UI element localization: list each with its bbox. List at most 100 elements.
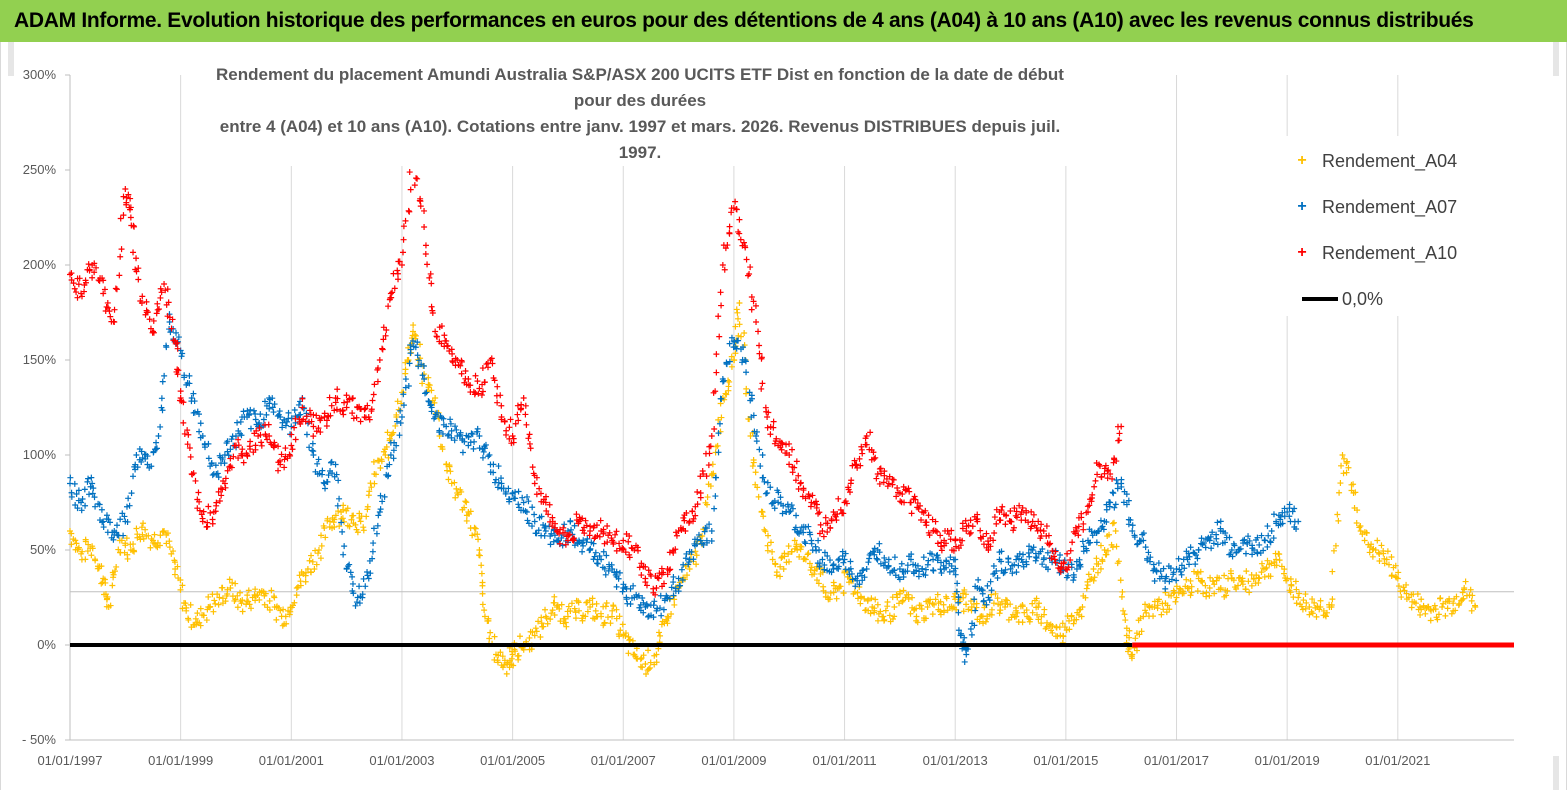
data-point [1287,576,1294,583]
data-point [759,380,766,387]
data-point [88,552,95,559]
data-point [978,586,985,593]
data-point [1283,577,1290,584]
data-point [235,436,242,443]
data-point [144,461,151,468]
data-point [425,398,432,405]
data-point [453,485,460,492]
data-point [1025,519,1032,526]
data-point [457,429,464,436]
data-point [348,516,355,523]
data-point [670,592,677,599]
data-point [693,561,700,568]
data-point [433,333,440,340]
data-point [278,613,285,620]
data-point [660,580,667,587]
data-point [299,404,306,411]
data-point [341,543,348,550]
data-point [671,601,678,608]
data-point [354,529,361,536]
data-point [445,431,452,438]
data-point [428,303,435,310]
data-point [1125,497,1132,504]
data-point [1323,609,1330,616]
data-point [712,493,719,500]
data-point [1150,613,1157,620]
data-point [114,522,121,529]
data-point [955,609,962,616]
data-point [523,509,530,516]
data-point [804,551,811,558]
data-point [722,390,729,397]
data-point [935,554,942,561]
data-point [1136,631,1143,638]
data-point [545,511,552,518]
data-point [167,329,174,336]
resize-handle[interactable] [1553,42,1559,76]
data-point [214,470,221,477]
legend-label: Rendement_A04 [1322,150,1458,171]
data-point [857,600,864,607]
data-point [275,411,282,418]
data-point [390,455,397,462]
data-point [1117,577,1124,584]
data-point [764,479,771,486]
data-point [1039,546,1046,553]
data-point [1060,633,1067,640]
data-point [538,614,545,621]
data-point [1110,490,1117,497]
data-point [390,447,397,454]
data-point [891,604,898,610]
data-point [1033,555,1040,562]
data-point [655,575,662,582]
data-point [195,489,202,496]
data-point [1164,602,1171,609]
data-point [532,625,539,632]
data-point [1309,610,1316,617]
data-point [440,415,447,422]
data-point [926,600,933,607]
data-point [512,420,519,427]
data-point [685,559,692,566]
data-point [111,306,118,313]
data-point [873,555,880,562]
data-point [1113,543,1120,550]
data-point [1101,470,1108,477]
data-point [400,223,407,230]
data-point [1444,605,1451,612]
data-point [1401,587,1408,594]
data-point [955,594,962,601]
data-point [1155,596,1162,603]
data-point [444,343,451,350]
resize-handle[interactable] [1553,756,1559,790]
data-point [1087,576,1094,583]
x-tick-label: 01/01/2021 [1365,753,1430,768]
data-point [1046,541,1053,548]
data-point [237,418,244,425]
data-point [1069,539,1076,546]
data-point [261,398,268,405]
data-point [709,461,716,468]
data-point [819,556,826,563]
data-point [596,552,603,559]
data-point [737,333,744,340]
data-point [447,468,454,475]
data-point [331,524,338,531]
resize-handle[interactable] [8,42,14,76]
data-point [1408,604,1415,611]
data-point [270,409,277,416]
data-point [318,415,325,422]
data-point [762,528,769,535]
data-point [1279,509,1286,516]
data-point [771,505,778,512]
data-point [874,556,881,563]
data-point [1366,549,1373,556]
data-point [746,270,753,277]
data-point [683,550,690,557]
data-point [1175,589,1182,596]
data-point [675,588,682,595]
data-point [414,175,421,182]
data-point [434,409,441,416]
data-point [794,547,801,554]
data-point [318,532,325,539]
